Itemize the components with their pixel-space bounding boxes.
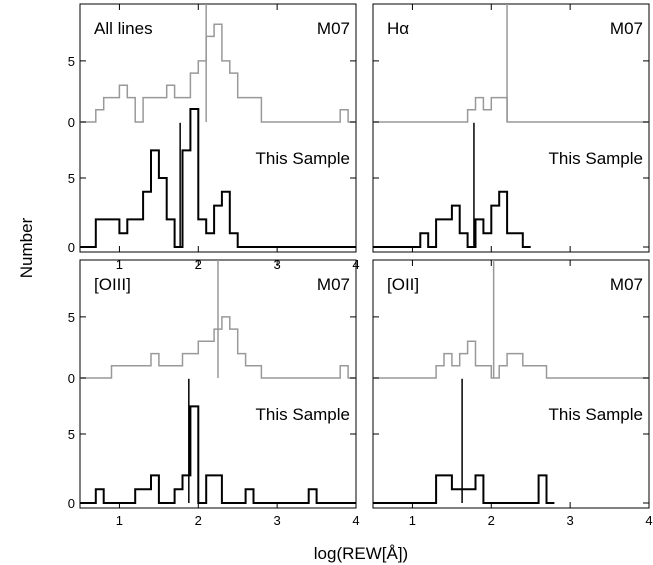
histogram-m07 — [80, 23, 356, 123]
series-label-sample: This Sample — [256, 149, 350, 168]
x-tick-label: 1 — [409, 513, 416, 528]
panel-frame — [372, 259, 650, 509]
series-label-sample: This Sample — [256, 405, 350, 424]
x-tick-label: 2 — [488, 513, 495, 528]
series-label-m07: M07 — [610, 275, 643, 294]
histogram-sample — [80, 108, 356, 248]
panel-oii: M07 This Sample [OII] 1 2 3 4 — [372, 259, 653, 528]
series-label-sample: This Sample — [549, 149, 643, 168]
histogram-sample — [373, 474, 555, 504]
x-tick-label: 2 — [195, 513, 202, 528]
y-tick-label: 0 — [68, 496, 75, 511]
histogram-m07 — [373, 340, 649, 379]
x-tick-label: 4 — [645, 513, 652, 528]
panel-label: Hα — [387, 19, 409, 38]
y-tick-label: 0 — [68, 115, 75, 130]
x-tick-label: 4 — [352, 513, 359, 528]
y-tick-label: 5 — [68, 427, 75, 442]
panel-h: M07 This Sample Hα — [372, 3, 650, 253]
panels: 0 5 M07 0 5 This Sample All lines 1 2 3 4 M07 This S… — [68, 3, 653, 528]
series-label-sample: This Sample — [549, 405, 643, 424]
panel-oiii: 0 5 M07 0 5 This Sample [OIII] 1 2 3 4 — [68, 259, 360, 528]
x-axis-label: log(REW[Å]) — [314, 544, 408, 563]
series-label-m07: M07 — [610, 19, 643, 38]
y-tick-label: 5 — [68, 310, 75, 325]
x-tick-label: 3 — [567, 513, 574, 528]
x-tick-label: 3 — [274, 513, 281, 528]
histogram-m07 — [80, 316, 356, 379]
histogram-m07 — [373, 96, 649, 123]
y-tick-label: 0 — [68, 240, 75, 255]
series-label-m07: M07 — [317, 19, 350, 38]
histogram-sample — [80, 405, 356, 504]
panel-label: [OIII] — [94, 275, 131, 294]
y-tick-label: 5 — [68, 54, 75, 69]
y-axis-label: Number — [17, 217, 36, 278]
y-tick-label: 0 — [68, 371, 75, 386]
y-tick-label: 5 — [68, 171, 75, 186]
x-tick-label: 1 — [116, 513, 123, 528]
panel-frame — [372, 3, 650, 253]
panel-label: [OII] — [387, 275, 419, 294]
histogram-sample — [373, 190, 531, 248]
panel-label: All lines — [94, 19, 153, 38]
panel-frame — [79, 3, 357, 253]
series-label-m07: M07 — [317, 275, 350, 294]
